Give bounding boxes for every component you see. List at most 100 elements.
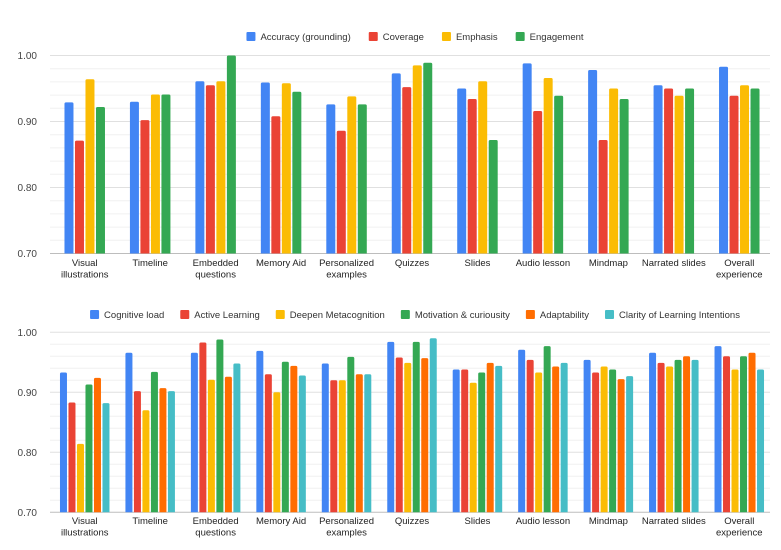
bar-motivation-curiousity bbox=[543, 346, 551, 513]
legend-item-engagement[interactable]: Engagement bbox=[515, 32, 584, 43]
legend-item-cognitive-load[interactable]: Cognitive load bbox=[90, 310, 164, 321]
bar-coverage bbox=[74, 140, 84, 254]
x-tick-label: Embedded questions bbox=[193, 516, 239, 539]
bar-engagement bbox=[554, 95, 564, 254]
bar-accuracy-grounding bbox=[195, 81, 205, 254]
legend-item-motivation-curiousity[interactable]: Motivation & curiousity bbox=[400, 310, 510, 321]
x-tick-label: Narrated slides bbox=[642, 258, 706, 269]
bar-motivation-curiousity bbox=[216, 339, 224, 513]
bar-deepen-metacognition bbox=[76, 443, 84, 513]
x-tick-label: Audio lesson bbox=[516, 258, 570, 269]
bar-engagement bbox=[292, 91, 302, 254]
legend-label: Adaptability bbox=[540, 310, 589, 321]
legend-item-coverage[interactable]: Coverage bbox=[368, 32, 424, 43]
bar-active-learning bbox=[592, 372, 600, 513]
bar-group-personalized-examples bbox=[326, 96, 367, 254]
bar-deepen-metacognition bbox=[338, 380, 346, 513]
legend-item-active-learning[interactable]: Active Learning bbox=[180, 310, 260, 321]
bar-clarity-of-learning-intentions bbox=[691, 359, 699, 513]
bar-cognitive-load bbox=[649, 352, 657, 513]
bar-adaptability bbox=[290, 365, 298, 513]
bar-deepen-metacognition bbox=[469, 382, 477, 513]
bar-group-timeline bbox=[129, 94, 171, 254]
bar-motivation-curiousity bbox=[740, 356, 748, 513]
bar-active-learning bbox=[723, 356, 731, 513]
x-tick-label: Overall experience bbox=[716, 258, 762, 281]
bar-group-audio-lesson bbox=[522, 63, 564, 254]
bar-adaptability bbox=[159, 388, 167, 513]
bar-group-quizzes bbox=[391, 62, 433, 254]
y-tick-label: 1.00 bbox=[18, 328, 38, 339]
x-tick-label: Memory Aid bbox=[256, 258, 306, 269]
bar-deepen-metacognition bbox=[731, 369, 739, 513]
bar-accuracy-grounding bbox=[588, 70, 598, 254]
bar-group-embedded-questions bbox=[190, 339, 241, 513]
bar-active-learning bbox=[657, 362, 665, 513]
y-tick-label: 1.00 bbox=[18, 51, 38, 62]
y-tick-label: 0.90 bbox=[18, 117, 38, 128]
bar-emphasis bbox=[609, 88, 619, 254]
bar-accuracy-grounding bbox=[522, 63, 532, 254]
legend-label: Cognitive load bbox=[104, 310, 164, 321]
legend-label: Deepen Metacognition bbox=[290, 310, 385, 321]
bar-clarity-of-learning-intentions bbox=[560, 362, 568, 513]
bar-motivation-curiousity bbox=[150, 371, 158, 513]
legend-swatch bbox=[90, 310, 100, 319]
bar-active-learning bbox=[461, 369, 469, 513]
bar-group-overall-experience bbox=[714, 346, 765, 513]
bar-engagement bbox=[488, 139, 498, 254]
chart-learning-metrics: 0.70 0.80 0.90 1.00 Visual illustrations Timel… bbox=[18, 310, 770, 539]
bar-cognitive-load bbox=[125, 352, 133, 513]
legend-item-adaptability[interactable]: Adaptability bbox=[525, 310, 589, 321]
bar-group-narrated-slides bbox=[649, 352, 699, 513]
bar-group-overall-experience bbox=[719, 66, 760, 254]
bar-group-memory-aid bbox=[260, 82, 302, 254]
y-tick-label: 0.70 bbox=[18, 249, 38, 260]
x-tick-label: Visual illustrations bbox=[61, 258, 109, 281]
legend-swatch bbox=[525, 310, 535, 319]
x-tick-label: Personalized examples bbox=[319, 258, 374, 281]
bar-engagement bbox=[357, 104, 367, 254]
legend-item-clarity-of-learning-intentions[interactable]: Clarity of Learning Intentions bbox=[605, 310, 740, 321]
x-tick-label: Mindmap bbox=[589, 516, 628, 527]
bar-clarity-of-learning-intentions bbox=[364, 374, 372, 513]
bar-cognitive-load bbox=[321, 363, 329, 513]
bar-cognitive-load bbox=[256, 350, 264, 513]
bar-accuracy-grounding bbox=[653, 85, 663, 254]
bar-active-learning bbox=[199, 342, 207, 513]
chart-quality-metrics: 0.70 0.80 0.90 1.00 Visual illustrations Timel… bbox=[18, 32, 770, 281]
bar-active-learning bbox=[395, 357, 403, 513]
bar-coverage bbox=[729, 95, 739, 254]
bar-group-embedded-questions bbox=[195, 55, 236, 254]
bar-adaptability bbox=[421, 358, 429, 513]
legend-item-accuracy-grounding[interactable]: Accuracy (grounding) bbox=[246, 32, 351, 43]
bar-cognitive-load bbox=[59, 372, 67, 513]
bar-active-learning bbox=[133, 391, 141, 513]
bar-motivation-curiousity bbox=[478, 372, 486, 513]
legend-swatch bbox=[441, 32, 451, 41]
bar-adaptability bbox=[683, 356, 691, 513]
x-tick-label: Timeline bbox=[132, 258, 168, 269]
bar-motivation-curiousity bbox=[85, 384, 93, 513]
bar-accuracy-grounding bbox=[719, 66, 729, 254]
bar-coverage bbox=[140, 120, 150, 254]
legend-item-deepen-metacognition[interactable]: Deepen Metacognition bbox=[275, 310, 385, 321]
legend-item-emphasis[interactable]: Emphasis bbox=[441, 32, 498, 43]
legend-swatch bbox=[400, 310, 410, 319]
legend-label: Motivation & curiousity bbox=[415, 310, 510, 321]
bar-coverage bbox=[598, 139, 608, 254]
bar-active-learning bbox=[526, 359, 534, 513]
bar-group-visual-illustrations bbox=[59, 372, 110, 513]
legend-swatch bbox=[275, 310, 285, 319]
x-tick-label: Quizzes bbox=[395, 516, 430, 527]
legend-swatch bbox=[605, 310, 615, 319]
legend-label: Emphasis bbox=[456, 32, 498, 43]
bar-group-audio-lesson bbox=[518, 346, 568, 513]
bar-deepen-metacognition bbox=[404, 362, 412, 513]
legend-swatch bbox=[180, 310, 190, 319]
bar-clarity-of-learning-intentions bbox=[167, 391, 175, 513]
bar-clarity-of-learning-intentions bbox=[233, 363, 241, 513]
bar-emphasis bbox=[740, 85, 750, 254]
legend-label: Clarity of Learning Intentions bbox=[619, 310, 740, 321]
